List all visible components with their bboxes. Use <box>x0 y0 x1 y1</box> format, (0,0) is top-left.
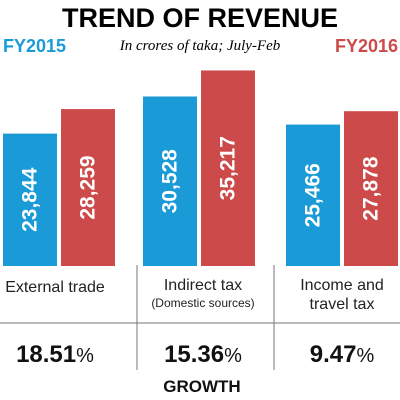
growth-value-income-travel: 9.47 <box>310 341 357 368</box>
bar-fy2016-income-travel <box>344 111 398 266</box>
growth-value-external-trade: 18.51 <box>16 341 76 368</box>
data-label-fy2016-external-trade: 28,259 <box>77 155 100 219</box>
category-label-income-travel: Income and <box>300 277 384 294</box>
growth-unit-indirect-tax: % <box>224 345 242 367</box>
bar-fy2015-indirect-tax <box>143 96 197 267</box>
growth-income-travel: 9.47% <box>310 341 375 368</box>
data-label-fy2015-income-travel: 25,466 <box>302 163 325 227</box>
bar-fy2016-external-trade <box>61 109 115 266</box>
growth-unit-income-travel: % <box>356 345 374 367</box>
data-label-fy2015-external-trade: 23,844 <box>19 167 42 232</box>
data-label-fy2015-indirect-tax: 30,528 <box>159 149 182 214</box>
category-label-external-trade: External trade <box>5 279 105 296</box>
data-label-fy2016-indirect-tax: 35,217 <box>217 136 240 200</box>
chart-title: TREND OF REVENUE <box>62 3 338 33</box>
growth-external-trade: 18.51% <box>16 341 94 368</box>
category-sublabel-income-travel: travel tax <box>310 296 375 313</box>
growth-unit-external-trade: % <box>76 345 94 367</box>
growth-value-indirect-tax: 15.36 <box>164 341 224 368</box>
bar-fy2016-indirect-tax <box>201 70 255 266</box>
category-label-indirect-tax: Indirect tax <box>164 277 242 294</box>
legend-fy2015: FY2015 <box>3 36 66 56</box>
bar-fy2015-external-trade <box>3 133 57 266</box>
bar-fy2015-income-travel <box>286 124 340 267</box>
data-label-fy2016-income-travel: 27,878 <box>360 156 383 221</box>
category-sublabel-indirect-tax: (Domestic sources) <box>151 296 254 310</box>
chart-subtitle: In crores of taka; July-Feb <box>119 38 281 54</box>
legend-fy2016: FY2016 <box>335 36 398 56</box>
growth-label: GROWTH <box>163 377 240 396</box>
growth-indirect-tax: 15.36% <box>164 341 242 368</box>
